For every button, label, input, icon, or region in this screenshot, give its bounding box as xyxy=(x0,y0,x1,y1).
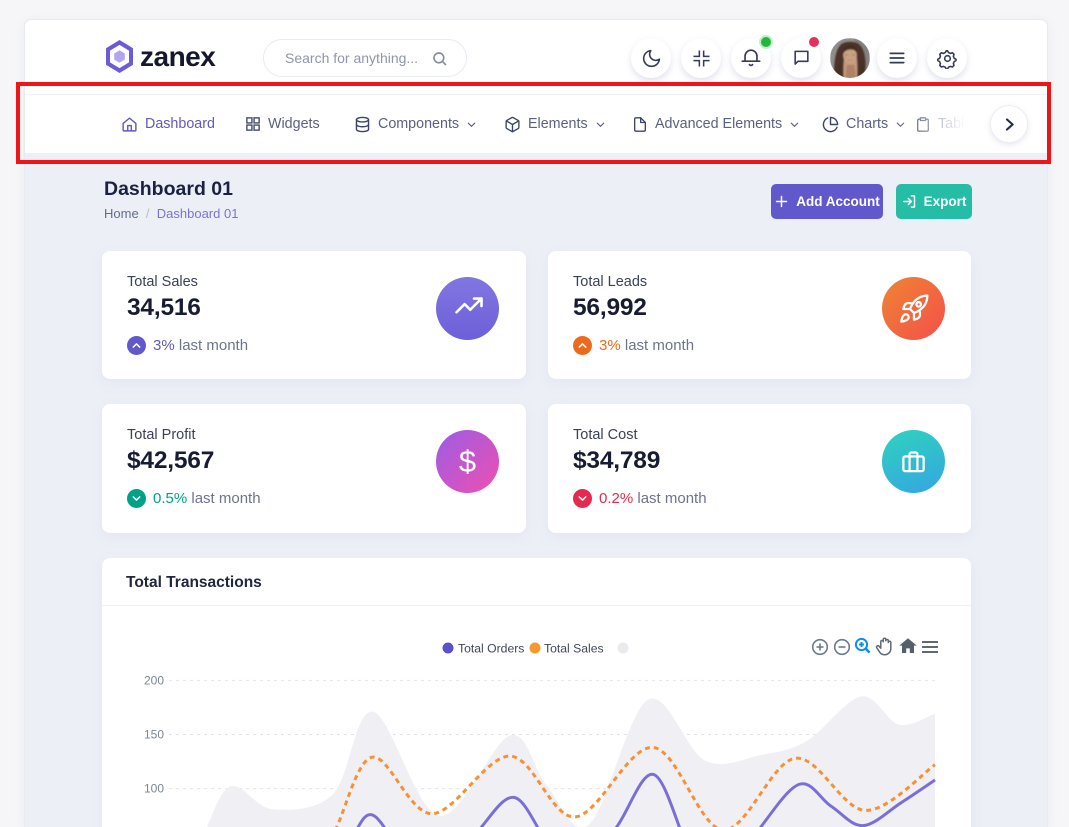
svg-text:100: 100 xyxy=(144,782,164,796)
svg-text:Total Orders: Total Orders xyxy=(458,642,524,656)
svg-text:Total Sales: Total Sales xyxy=(544,642,604,656)
svg-text:200: 200 xyxy=(144,674,164,688)
svg-text:150: 150 xyxy=(144,728,164,742)
